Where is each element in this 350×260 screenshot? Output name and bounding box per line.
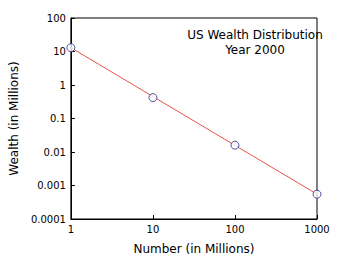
svg-text:0.0001: 0.0001 — [31, 214, 66, 225]
svg-text:10: 10 — [53, 46, 66, 57]
svg-text:0.001: 0.001 — [37, 180, 66, 191]
svg-text:Year 2000: Year 2000 — [224, 43, 285, 57]
svg-text:1: 1 — [68, 224, 74, 235]
svg-text:100: 100 — [47, 13, 66, 24]
svg-text:Number (in Millions): Number (in Millions) — [133, 242, 254, 256]
svg-text:US Wealth Distribution: US Wealth Distribution — [187, 28, 323, 42]
svg-text:0.01: 0.01 — [44, 147, 66, 158]
svg-text:100: 100 — [225, 224, 244, 235]
svg-text:Wealth (in Millions): Wealth (in Millions) — [7, 61, 21, 175]
svg-text:1: 1 — [60, 80, 66, 91]
svg-text:1000: 1000 — [304, 224, 329, 235]
svg-text:10: 10 — [147, 224, 160, 235]
svg-text:0.1: 0.1 — [50, 113, 66, 124]
